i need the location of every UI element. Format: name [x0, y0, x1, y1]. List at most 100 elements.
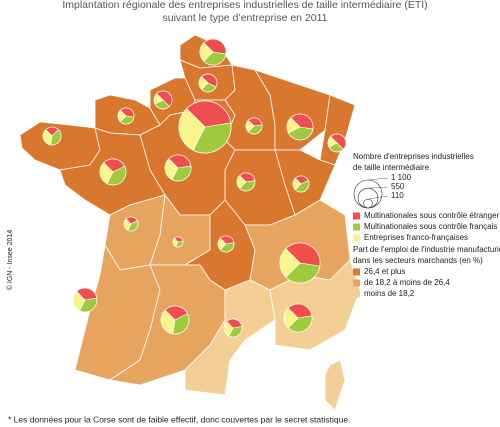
- pie: [164, 154, 192, 182]
- size-legend-label: 110: [391, 191, 404, 200]
- size-legend-leader: [367, 186, 389, 189]
- pie: [279, 242, 321, 284]
- size-legend-label: 550: [391, 182, 405, 191]
- pie-slice: [239, 180, 256, 192]
- pie-slice: [247, 124, 263, 135]
- class-legend-label: 26,4 et plus: [364, 267, 405, 276]
- regions: [19, 34, 361, 411]
- pie-slice: [172, 238, 179, 247]
- class-legend-title: dans les secteurs marchands (en %): [353, 256, 483, 265]
- footnote: * Les données pour la Corse sont de faib…: [8, 414, 350, 424]
- pie-slice: [168, 154, 192, 169]
- pie-slice: [285, 262, 321, 284]
- pie: [153, 90, 173, 110]
- pie: [199, 38, 227, 66]
- pie: [327, 133, 347, 153]
- pie: [283, 303, 313, 333]
- pie-slice: [160, 309, 176, 335]
- pie-slice: [287, 303, 313, 319]
- size-legend-circle: [363, 198, 373, 209]
- pie-slice: [164, 305, 188, 321]
- pie-slice: [103, 158, 125, 173]
- pie: [42, 126, 62, 146]
- pie-slice: [245, 119, 255, 133]
- pie-slice: [72, 291, 86, 312]
- pie: [172, 236, 184, 248]
- pie-slice: [285, 242, 321, 267]
- region: [184, 279, 276, 396]
- class-legend-title: Part de l'emploi de l'industrie manufact…: [353, 245, 500, 254]
- pie-slice: [330, 133, 347, 150]
- pie-slice: [327, 136, 338, 148]
- type-legend-label: Entreprises franco-françaises: [364, 233, 468, 242]
- pie-slice: [279, 248, 301, 278]
- pie-slice: [283, 307, 299, 329]
- region: [324, 359, 346, 411]
- title-line: Implantation régionale des entreprises i…: [62, 0, 427, 11]
- pie-slice: [171, 165, 192, 182]
- pie: [286, 113, 314, 141]
- pie: [236, 172, 256, 192]
- pie-slice: [223, 321, 234, 337]
- size-legend-circle: [353, 179, 383, 209]
- pies: [42, 38, 347, 338]
- pie-slice: [203, 38, 227, 55]
- pie-slice: [198, 76, 209, 90]
- pie-slice: [201, 73, 218, 88]
- pie: [99, 158, 127, 186]
- pie: [198, 73, 218, 93]
- type-legend-swatch: [353, 223, 360, 231]
- pie-slice: [106, 165, 127, 186]
- pie-slice: [123, 218, 132, 231]
- size-legend-label: 1 100: [391, 173, 412, 182]
- pie-slice: [217, 237, 227, 251]
- pie-slice: [79, 297, 98, 313]
- pie-slice: [178, 108, 206, 151]
- pie: [292, 175, 310, 193]
- pie-slice: [156, 90, 173, 107]
- size-legend-leader: [367, 177, 389, 181]
- class-legend-swatch: [353, 279, 360, 287]
- pie: [123, 216, 139, 232]
- copyright: © IGN - Insee 2014: [6, 230, 14, 291]
- size-legend-title: Nombre d'entreprises industrielles: [353, 152, 474, 161]
- pie-slice: [42, 129, 53, 146]
- pie: [223, 318, 243, 338]
- type-legend-swatch: [353, 212, 360, 220]
- pie-slice: [288, 126, 314, 141]
- pie: [72, 287, 98, 313]
- pie-slice: [290, 113, 314, 130]
- pie: [217, 235, 235, 253]
- region: [19, 121, 101, 171]
- pie-slice: [203, 51, 227, 66]
- size-legend-leader: [367, 195, 389, 200]
- pie-slice: [287, 315, 313, 333]
- title-line: suivant le type d’entreprise en 2011: [163, 12, 328, 24]
- pie-slice: [164, 158, 179, 180]
- pie-slice: [294, 179, 310, 193]
- pie: [178, 100, 232, 154]
- pie: [245, 117, 263, 135]
- pie-slice: [292, 177, 302, 191]
- pie-slice: [119, 107, 135, 118]
- pie: [160, 305, 190, 335]
- pie-slice: [192, 122, 232, 154]
- type-legend-label: Multinationales sous contrôle étranger: [364, 211, 500, 220]
- pie-slice: [50, 129, 62, 146]
- pie: [117, 107, 135, 125]
- pie-slice: [286, 117, 301, 134]
- class-legend-label: de 18,2 à moins de 26,4: [364, 278, 450, 287]
- class-legend-label: moins de 18,2: [364, 289, 415, 298]
- pie-slice: [236, 175, 247, 189]
- pie-slice: [99, 162, 114, 184]
- size-legend-title: de taille intermédiaire: [353, 163, 430, 172]
- pie-slice: [76, 287, 98, 301]
- pie-slice: [172, 313, 190, 335]
- pie-slice: [153, 93, 164, 105]
- type-legend-swatch: [353, 234, 360, 242]
- class-legend-swatch: [353, 290, 360, 298]
- pie-slice: [117, 109, 127, 123]
- pie-slice: [186, 100, 232, 128]
